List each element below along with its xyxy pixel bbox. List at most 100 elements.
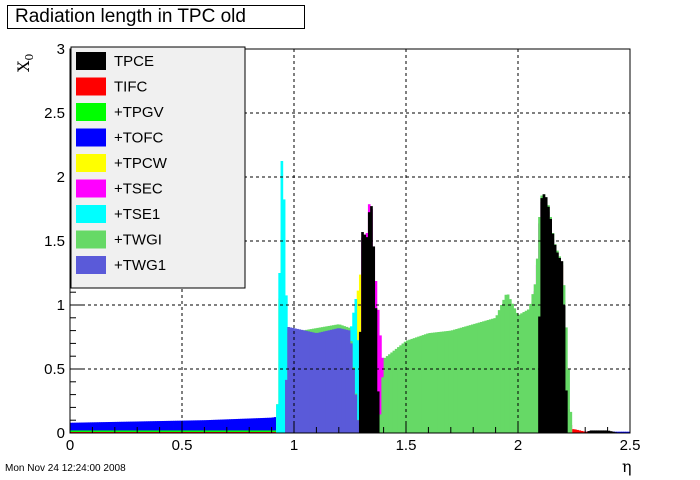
histogram-bin — [197, 430, 201, 433]
histogram-bin — [242, 431, 246, 433]
histogram-bin — [108, 431, 111, 433]
histogram-bin — [94, 422, 98, 433]
histogram-bin — [123, 421, 127, 433]
histogram-bin — [141, 430, 145, 433]
histogram-bin — [105, 430, 109, 433]
histogram-bin — [193, 431, 196, 433]
legend-swatch — [76, 103, 106, 121]
histogram-bin — [285, 295, 288, 433]
histogram-bin — [260, 418, 264, 433]
histogram-bin — [206, 420, 210, 433]
histogram-bin — [453, 329, 456, 433]
histogram-bin — [477, 322, 481, 433]
histogram-bin — [168, 431, 172, 433]
histogram-bin — [184, 420, 187, 433]
histogram-bin — [531, 294, 535, 433]
histogram-bin — [336, 328, 340, 433]
histogram-bin — [126, 421, 129, 433]
histogram-bin — [616, 431, 620, 433]
histogram-bin — [213, 431, 216, 433]
histogram-bin — [491, 318, 494, 433]
histogram-bin — [459, 327, 463, 433]
histogram-bin — [157, 421, 160, 433]
x-tick-label: 1 — [290, 437, 298, 454]
histogram-bin — [139, 430, 143, 433]
histogram-bin — [182, 430, 185, 433]
histogram-bin — [74, 422, 78, 433]
histogram-bin — [114, 431, 118, 433]
histogram-bin — [526, 309, 530, 433]
histogram-bin — [262, 431, 266, 433]
histogram-bin — [426, 333, 429, 433]
histogram-bin — [542, 194, 546, 433]
histogram-bin — [190, 431, 194, 433]
histogram-bin — [446, 330, 449, 433]
histogram-bin — [582, 431, 586, 433]
histogram-bin — [119, 430, 122, 433]
histogram-bin — [578, 430, 582, 433]
histogram-bin — [103, 430, 107, 433]
histogram-bin — [515, 312, 519, 433]
histogram-bin — [307, 331, 311, 433]
histogram-bin — [372, 246, 376, 433]
histogram-bin — [117, 430, 120, 433]
legend-label: +TOFC — [114, 130, 163, 147]
histogram-bin — [126, 430, 129, 433]
histogram-bin — [587, 431, 591, 433]
histogram-bin — [101, 431, 104, 433]
histogram-bin — [379, 414, 382, 433]
histogram-bin — [233, 430, 237, 433]
x-tick-label: 2.5 — [620, 437, 641, 454]
histogram-bin — [211, 431, 214, 433]
histogram-bin — [273, 431, 277, 433]
histogram-bin — [253, 418, 257, 433]
histogram-bin — [155, 421, 158, 433]
histogram-bin — [179, 420, 183, 433]
histogram-bin — [285, 379, 288, 433]
histogram-bin — [406, 340, 409, 433]
histogram-bin — [612, 431, 615, 433]
histogram-bin — [399, 345, 402, 433]
histogram-bin — [155, 430, 158, 433]
histogram-bin — [470, 324, 474, 433]
legend-label: +TSE1 — [114, 206, 160, 223]
histogram-bin — [535, 258, 539, 433]
histogram-bin — [74, 430, 78, 433]
histogram-bin — [408, 339, 411, 433]
histogram-bin — [92, 431, 96, 433]
histogram-bin — [567, 369, 570, 433]
histogram-bin — [83, 431, 87, 433]
histogram-bin — [495, 315, 499, 433]
histogram-bin — [269, 431, 272, 433]
histogram-bin — [488, 319, 492, 433]
histogram-bin — [220, 430, 223, 433]
histogram-bin — [76, 431, 80, 433]
histogram-bin — [166, 430, 169, 433]
histogram-bin — [170, 430, 174, 433]
histogram-bin — [114, 430, 118, 433]
histogram-bin — [238, 430, 241, 433]
datestamp: Mon Nov 24 12:24:00 2008 — [5, 463, 126, 474]
legend-item-tofc: +TOFC — [76, 128, 163, 147]
histogram-bin — [251, 430, 255, 433]
histogram-bin — [251, 418, 255, 433]
histogram-bin — [90, 430, 93, 433]
legend-item-twgi: +TWGI — [76, 230, 162, 249]
histogram-bin — [110, 421, 113, 433]
histogram-bin — [600, 430, 604, 433]
histogram-bin — [509, 299, 512, 433]
histogram-bin — [148, 431, 152, 433]
histogram-bin — [318, 332, 322, 433]
histogram-bin — [444, 331, 447, 433]
histogram-bin — [388, 354, 391, 433]
histogram-bin — [320, 331, 324, 433]
histogram-bin — [173, 431, 176, 433]
histogram-bin — [70, 431, 73, 433]
histogram-bin — [244, 418, 248, 433]
histogram-bin — [204, 430, 208, 433]
histogram-bin — [139, 421, 143, 433]
histogram-bin — [556, 252, 559, 433]
y-tick-label: 1 — [57, 297, 65, 314]
histogram-bin — [253, 431, 257, 433]
histogram-bin — [403, 341, 407, 433]
